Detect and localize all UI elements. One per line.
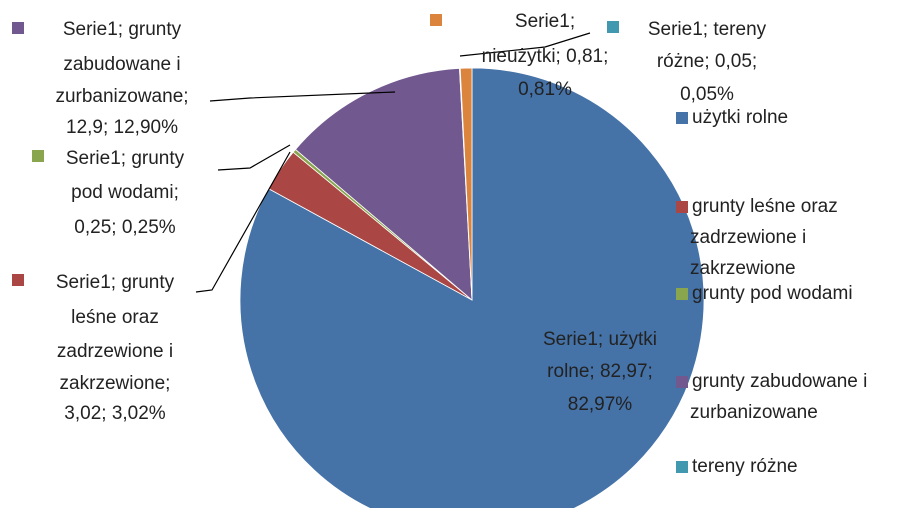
legend-key [676, 288, 688, 300]
label-key [32, 150, 44, 162]
data-label: 0,81% [518, 79, 572, 100]
data-label: nieużytki; 0,81; [482, 46, 609, 67]
data-label: Serie1; [515, 11, 575, 32]
leader-line [217, 144, 291, 171]
label-key [12, 274, 24, 286]
legend-label: grunty leśne oraz zadrzewione i zakrzewion… [690, 196, 838, 279]
data-label: zurbanizowane; [55, 86, 188, 107]
data-label: zakrzewione; [60, 373, 171, 394]
data-label: leśne oraz [71, 307, 159, 328]
data-label: 0,05% [680, 84, 734, 105]
legend-label: użytki rolne [692, 107, 788, 128]
data-label: 3,02; 3,02% [64, 403, 166, 424]
data-label: zabudowane i [63, 54, 180, 75]
data-label: Serie1; grunty [63, 19, 182, 40]
data-label: 12,9; 12,90% [66, 117, 178, 138]
data-label: różne; 0,05; [657, 51, 757, 72]
data-label: 82,97% [568, 394, 633, 415]
label-key [12, 22, 24, 34]
legend-label: grunty zabudowane i zurbanizowane [690, 371, 867, 423]
label-key [430, 14, 442, 26]
legend-label: grunty pod wodami [692, 283, 853, 304]
legend-key [676, 376, 688, 388]
pie-slice [459, 67, 473, 301]
data-label: Serie1; użytki [543, 329, 657, 350]
data-label: 0,25; 0,25% [74, 217, 176, 238]
pie [239, 67, 705, 508]
legend-key [676, 112, 688, 124]
leader-line [459, 32, 591, 57]
legend-key [676, 461, 688, 473]
legend-key [676, 201, 688, 213]
data-label: Serie1; grunty [56, 272, 175, 293]
data-label: Serie1; tereny [648, 19, 767, 40]
pie-slice [294, 67, 473, 301]
data-label: zadrzewione i [57, 341, 173, 362]
leader-line [195, 151, 291, 293]
leader-line [209, 91, 396, 102]
data-label: pod wodami; [71, 182, 179, 203]
label-key [607, 21, 619, 33]
data-label: Serie1; grunty [66, 148, 185, 169]
legend-label: tereny różne [692, 456, 798, 477]
data-label: rolne; 82,97; [547, 361, 653, 382]
